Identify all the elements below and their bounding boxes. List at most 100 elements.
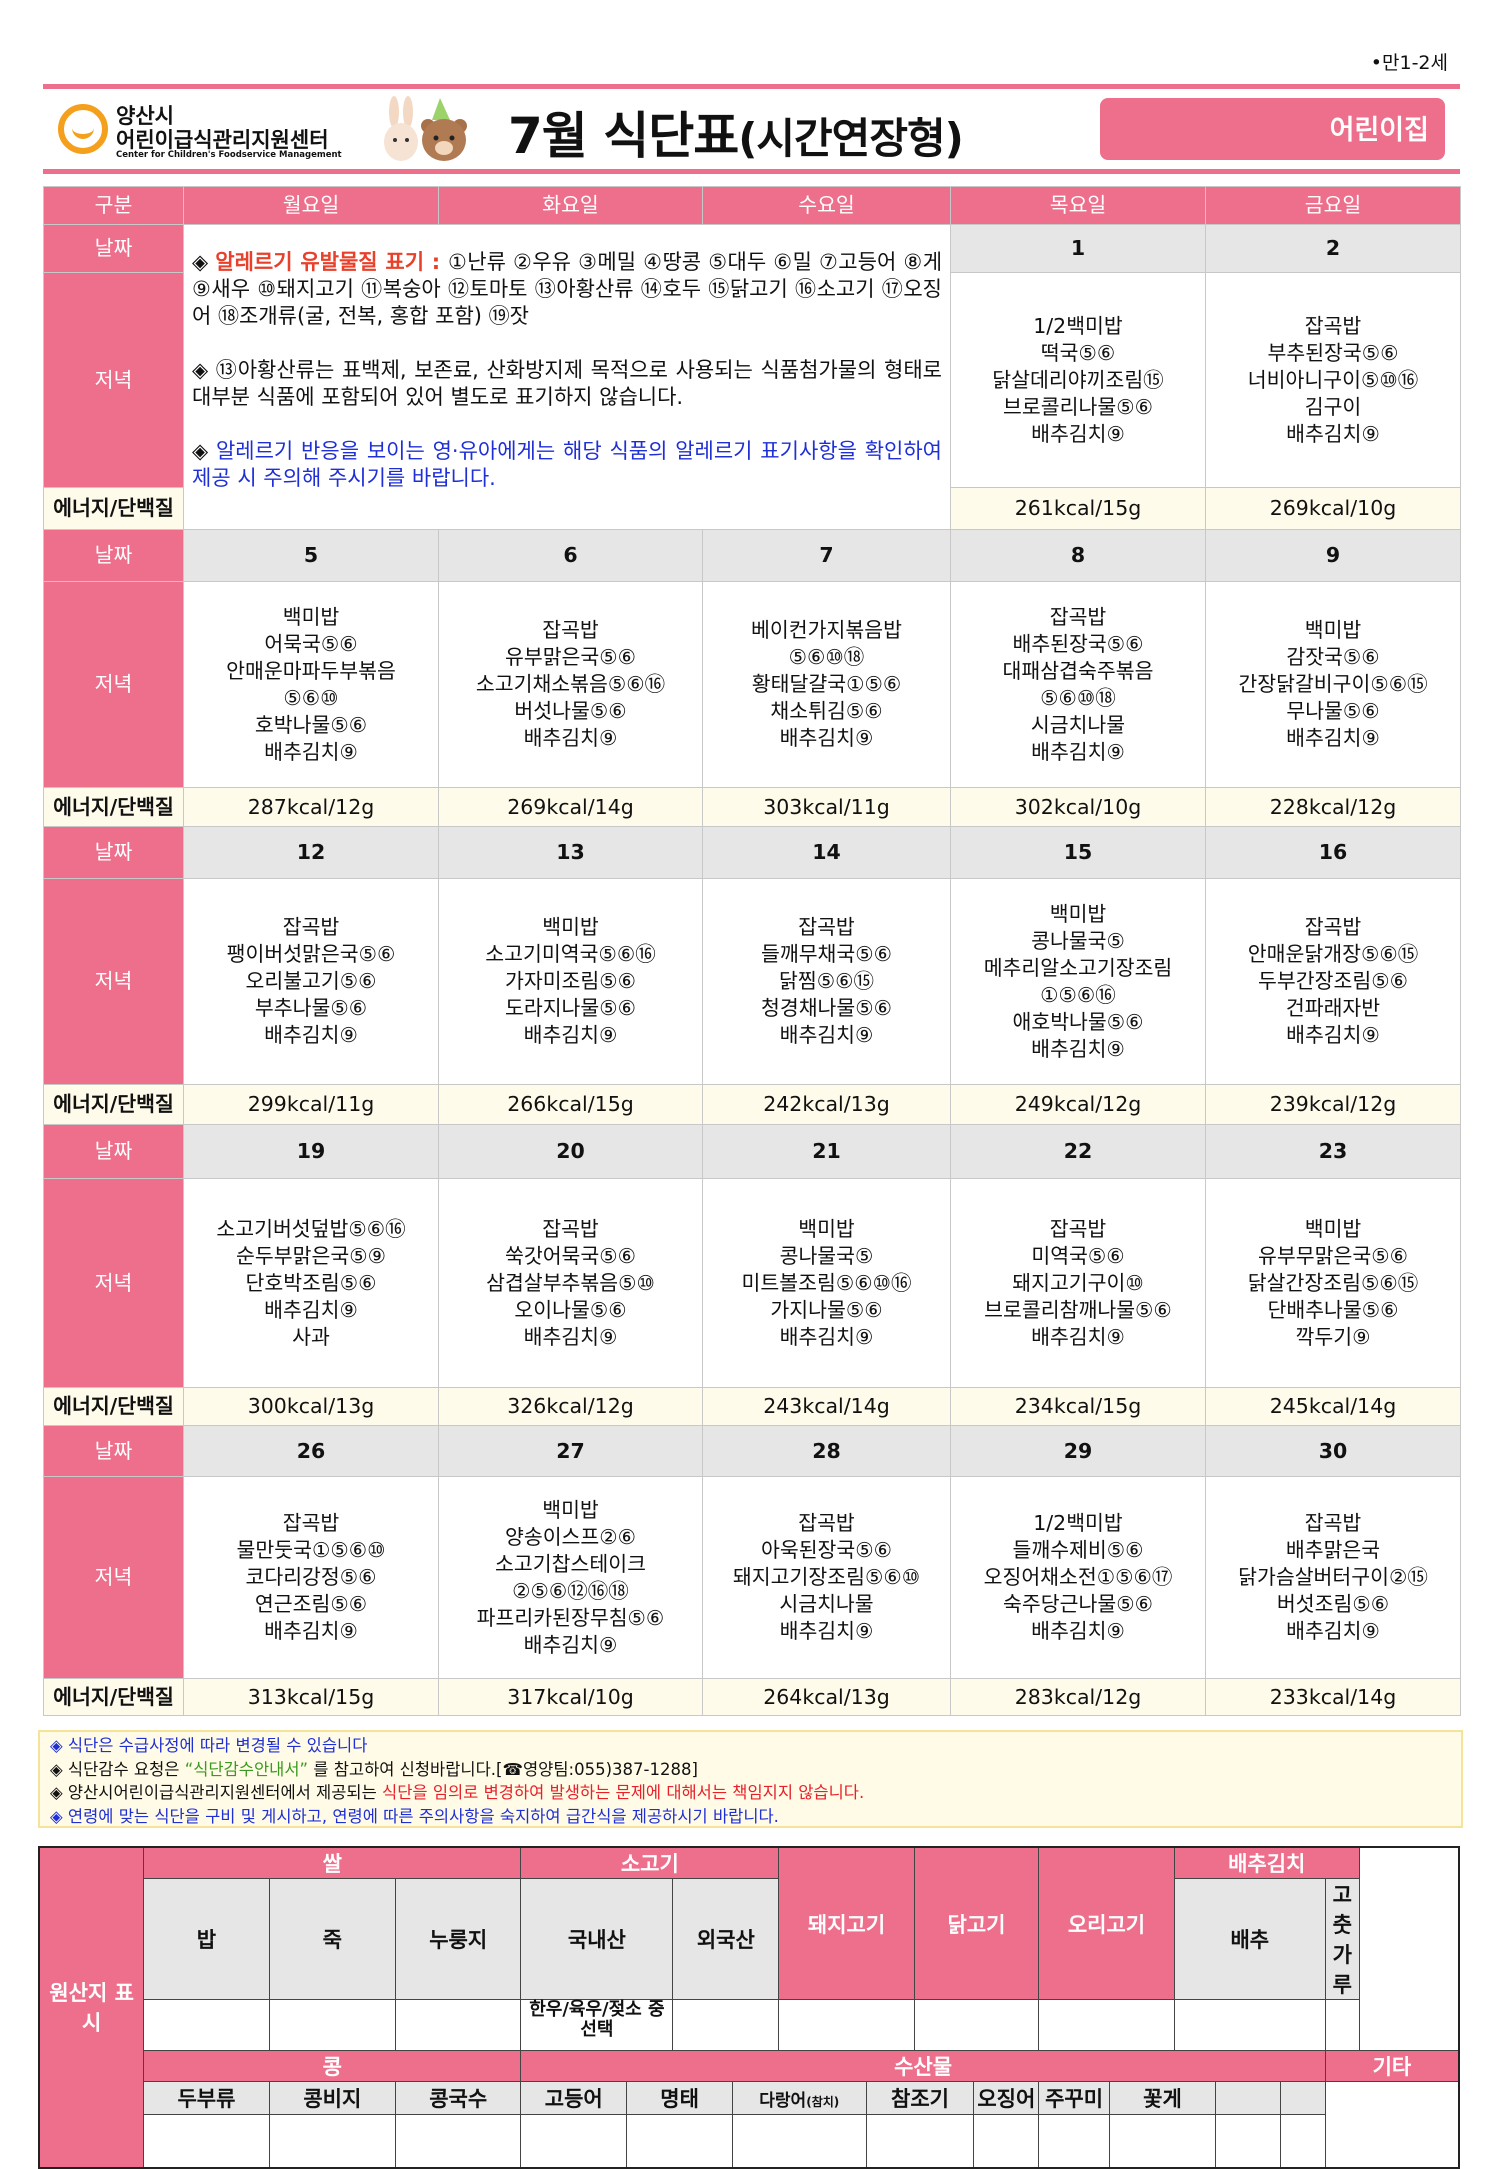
origin-cell bbox=[268, 2114, 397, 2168]
day-menu: 백미밥 유부무맑은국⑤⑥ 닭살간장조림⑤⑥⑮ 단배추나물⑤⑥ 깍두기⑨ bbox=[1205, 1178, 1461, 1388]
day-menu: 백미밥 콩나물국⑤ 메추리알소고기장조림 ①⑤⑥⑯ 애호박나물⑤⑥ 배추김치⑨ bbox=[950, 878, 1206, 1085]
menu-item: 어묵국⑤⑥ bbox=[264, 631, 358, 656]
day-date: 9 bbox=[1205, 529, 1461, 582]
menu-item: 아욱된장국⑤⑥ bbox=[760, 1538, 893, 1562]
menu-item: 소고기찹스테이크 bbox=[495, 1551, 646, 1576]
day-energy: 326kcal/12g bbox=[438, 1387, 703, 1426]
menu-item: 잡곡밥 bbox=[1049, 1216, 1107, 1241]
menu-item: 잡곡밥 bbox=[1049, 604, 1107, 629]
menu-item: 배추김치⑨ bbox=[523, 1023, 618, 1047]
origin-beef-domestic-value: 한우/육우/젖소 중 선택 bbox=[520, 1999, 674, 2051]
day-energy: 234kcal/15g bbox=[950, 1387, 1206, 1426]
menu-item: 닭찜⑤⑥⑮ bbox=[779, 969, 874, 993]
menu-item: 파프리카된장무침⑤⑥ bbox=[476, 1605, 665, 1630]
day-menu: 소고기버섯덮밥⑤⑥⑯ 순두부맑은국⑤⑨ 단호박조림⑤⑥ 배추김치⑨ 사과 bbox=[183, 1178, 439, 1388]
origin-group-beef: 소고기 bbox=[520, 1846, 780, 1879]
day-menu: 잡곡밥 들깨무채국⑤⑥ 닭찜⑤⑥⑮ 청경채나물⑤⑥ 배추김치⑨ bbox=[702, 878, 951, 1085]
day-date: 23 bbox=[1205, 1124, 1461, 1179]
column-header: 화요일 bbox=[438, 186, 703, 225]
day-date: 13 bbox=[438, 826, 703, 879]
menu-item: ⑤⑥⑩ bbox=[283, 685, 339, 710]
day-energy: 242kcal/13g bbox=[702, 1084, 951, 1125]
rabbit-bear-mascot-icon bbox=[384, 96, 467, 161]
day-date: 2 bbox=[1205, 224, 1461, 273]
day-menu: 1/2백미밥 떡국⑤⑥ 닭살데리야끼조림⑮ 브로콜리나물⑤⑥ 배추김치⑨ bbox=[950, 272, 1206, 488]
origin-sub-header: 콩비지 bbox=[268, 2081, 397, 2115]
menu-item: 잡곡밥 bbox=[1304, 313, 1362, 338]
menu-item: 잡곡밥 bbox=[1304, 915, 1362, 939]
origin-sub-header: 외국산 bbox=[672, 1878, 780, 2000]
day-date: 15 bbox=[950, 826, 1206, 879]
menu-item: 단배추나물⑤⑥ bbox=[1267, 1297, 1399, 1322]
menu-item: 백미밥 bbox=[1304, 618, 1362, 642]
origin-group-duck: 오리고기 bbox=[1038, 1846, 1175, 2000]
origin-sub-header: 두부류 bbox=[143, 2081, 270, 2115]
row-label-date: 날짜 bbox=[43, 529, 184, 582]
origin-cell bbox=[731, 2114, 867, 2168]
menu-item: 잡곡밥 bbox=[542, 1216, 599, 1241]
menu-item: 버섯나물⑤⑥ bbox=[514, 699, 627, 723]
row-label-energy: 에너지/단백질 bbox=[43, 487, 184, 530]
menu-item: 닭살간장조림⑤⑥⑮ bbox=[1247, 1270, 1419, 1295]
origin-cell bbox=[1214, 2114, 1281, 2168]
menu-item: 잡곡밥 bbox=[282, 1511, 340, 1535]
day-energy: 233kcal/14g bbox=[1205, 1678, 1461, 1716]
notice-2: ◈ 식단감수 요청은 “식단감수안내서” 를 참고하여 신청바랍니다.[☎영양팀… bbox=[50, 1759, 698, 1779]
day-date: 26 bbox=[183, 1425, 439, 1477]
origin-cell bbox=[1109, 2114, 1216, 2168]
menu-item: 배추김치⑨ bbox=[779, 1023, 874, 1047]
menu-item: ⑤⑥⑩⑱ bbox=[1040, 685, 1116, 710]
menu-item: 잡곡밥 bbox=[542, 618, 599, 642]
org-name: 양산시 bbox=[116, 104, 174, 128]
origin-sub-header: 죽 bbox=[268, 1878, 397, 2000]
header-divider-bottom bbox=[43, 169, 1460, 174]
day-energy: 317kcal/10g bbox=[438, 1678, 703, 1716]
day-menu: 백미밥 콩나물국⑤ 미트볼조림⑤⑥⑩⑯ 가지나물⑤⑥ 배추김치⑨ bbox=[702, 1178, 951, 1388]
menu-item: 오리불고기⑤⑥ bbox=[245, 969, 377, 993]
origin-group-pork: 돼지고기 bbox=[778, 1846, 915, 2000]
menu-item: 코다리강정⑤⑥ bbox=[245, 1565, 377, 1589]
day-energy: 266kcal/15g bbox=[438, 1084, 703, 1125]
origin-label: 원산지 표시 bbox=[38, 1846, 145, 2168]
row-label-dinner: 저녁 bbox=[43, 581, 184, 788]
day-date: 5 bbox=[183, 529, 439, 582]
menu-item: 배추김치⑨ bbox=[523, 1632, 618, 1657]
origin-sub-header bbox=[1214, 2081, 1281, 2115]
menu-item: 콩나물국⑤ bbox=[1031, 928, 1125, 953]
column-header: 수요일 bbox=[702, 186, 951, 225]
menu-item: 삼겹살부추볶음⑤⑩ bbox=[486, 1270, 655, 1295]
menu-item: 대패삼겹숙주볶음 bbox=[1002, 658, 1154, 683]
menu-item: 백미밥 bbox=[542, 1497, 599, 1522]
origin-sub-header: 밥 bbox=[143, 1878, 270, 2000]
origin-sub-header: 주꾸미 bbox=[1038, 2081, 1111, 2115]
origin-sub-header: 고춧가루 bbox=[1324, 1878, 1360, 2000]
menu-item: 채소튀김⑤⑥ bbox=[770, 699, 883, 723]
menu-item: 배추김치⑨ bbox=[523, 726, 618, 750]
day-energy: 302kcal/10g bbox=[950, 787, 1206, 827]
day-menu: 잡곡밥 물만둣국①⑤⑥⑩ 코다리강정⑤⑥ 연근조림⑤⑥ 배추김치⑨ bbox=[183, 1476, 439, 1679]
menu-item: 단호박조림⑤⑥ bbox=[245, 1270, 377, 1295]
center-logo: 양산시 어린이급식관리지원센터 Center for Children's Fo… bbox=[58, 100, 358, 162]
menu-item: 배추김치⑨ bbox=[1286, 1619, 1380, 1643]
day-energy: 313kcal/15g bbox=[183, 1678, 439, 1716]
menu-item: 떡국⑤⑥ bbox=[1040, 340, 1116, 365]
sulfite-note: ◈ ⑬아황산류는 표백제, 보존료, 산화방지제 목적으로 사용되는 식품첨가물… bbox=[192, 358, 942, 409]
menu-item: 애호박나물⑤⑥ bbox=[1012, 1009, 1144, 1034]
menu-item: 숙주당근나물⑤⑥ bbox=[1003, 1592, 1153, 1616]
origin-group-rice: 쌀 bbox=[143, 1846, 522, 1879]
menu-item: 닭살데리야끼조림⑮ bbox=[992, 367, 1164, 392]
menu-item: 물만둣국①⑤⑥⑩ bbox=[236, 1538, 386, 1562]
day-date: 21 bbox=[702, 1124, 951, 1179]
menu-item: 배추김치⑨ bbox=[264, 739, 358, 764]
menu-item: 너비아니구이⑤⑩⑯ bbox=[1247, 367, 1419, 392]
day-menu: 잡곡밥 쑥갓어묵국⑤⑥ 삼겹살부추볶음⑤⑩ 오이나물⑤⑥ 배추김치⑨ bbox=[438, 1178, 703, 1388]
day-date: 7 bbox=[702, 529, 951, 582]
menu-item: 배추김치⑨ bbox=[523, 1324, 618, 1349]
origin-cell bbox=[973, 2114, 1040, 2168]
menu-item: 배추김치⑨ bbox=[1031, 1619, 1125, 1643]
menu-item: 배추김치⑨ bbox=[779, 726, 874, 750]
day-date: 20 bbox=[438, 1124, 703, 1179]
menu-item: 도라지나물⑤⑥ bbox=[504, 996, 637, 1020]
menu-item: 버섯조림⑤⑥ bbox=[1276, 1592, 1390, 1616]
menu-item: 닭가슴살버터구이②⑮ bbox=[1238, 1565, 1428, 1589]
